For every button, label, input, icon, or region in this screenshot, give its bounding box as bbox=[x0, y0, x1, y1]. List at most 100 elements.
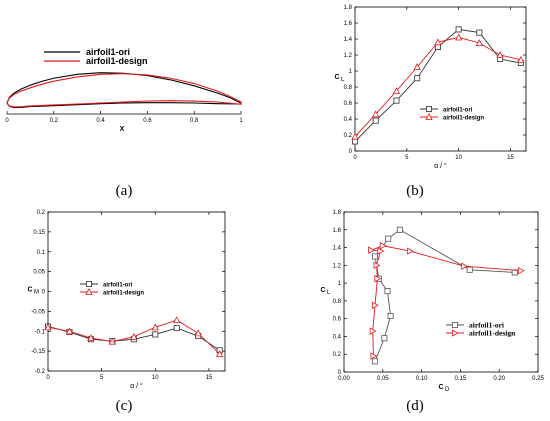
x-tick-label: 10 bbox=[152, 375, 159, 381]
panel-label-c: (c) bbox=[116, 398, 133, 414]
y-tick-label: 1.2 bbox=[333, 263, 342, 269]
legend-label: airfoil1-ori bbox=[103, 283, 133, 289]
y-axis-label-subscript: L bbox=[341, 77, 345, 83]
data-point bbox=[369, 327, 377, 335]
data-point bbox=[215, 350, 224, 357]
data-point bbox=[87, 334, 95, 342]
data-point bbox=[381, 335, 388, 342]
data-point bbox=[368, 246, 376, 254]
y-tick-label: 1.4 bbox=[333, 246, 342, 252]
panel-a-airfoil: 0 0.2 0.4 0.6 0.8 1 Xairfoil1-oriairfoil1-desi… bbox=[5, 47, 243, 133]
y-axis-label: C bbox=[27, 287, 32, 294]
data-point bbox=[372, 301, 379, 310]
data-point bbox=[377, 247, 385, 255]
data-point bbox=[384, 288, 391, 295]
data-point bbox=[455, 26, 462, 33]
y-tick-label: 1 bbox=[338, 281, 342, 287]
x-tick-label: 0.05 bbox=[377, 376, 389, 382]
x-tick-label: 15 bbox=[507, 155, 514, 161]
x-axis-label: α / ° bbox=[434, 162, 447, 170]
data-point bbox=[372, 117, 379, 124]
y-tick-label: 1.8 bbox=[344, 5, 353, 11]
data-point bbox=[373, 261, 381, 270]
x-tick-label: 5 bbox=[100, 375, 104, 381]
data-point bbox=[385, 235, 392, 242]
panel-label-d: (d) bbox=[406, 398, 424, 414]
y-tick-label: -0.1 bbox=[35, 329, 46, 335]
data-point bbox=[414, 75, 421, 82]
x-tick-label: 0 bbox=[46, 375, 50, 381]
x-axis-label: α / ° bbox=[130, 382, 143, 390]
y-tick-label: 1.2 bbox=[344, 53, 353, 59]
data-point bbox=[476, 29, 483, 36]
series-1 bbox=[368, 242, 525, 360]
y-tick-label: 0.8 bbox=[344, 85, 353, 91]
y-tick-label: 0 bbox=[349, 149, 353, 155]
y-tick-label: 0.1 bbox=[37, 250, 46, 256]
y-axis-label: C bbox=[320, 287, 325, 294]
data-point bbox=[466, 266, 473, 273]
panel-d-chart: 0.00 0.05 0.10 0.15 0.20 0.25 0 0.2 0.4 0.6 0.8 1 1.… bbox=[320, 210, 544, 393]
x-tick-label: 0.20 bbox=[493, 376, 505, 382]
x-tick-label: 0 bbox=[5, 118, 9, 124]
data-point bbox=[496, 51, 504, 58]
data-point bbox=[475, 39, 484, 46]
legend-label: airfoil1-design bbox=[469, 329, 516, 338]
data-point bbox=[393, 97, 400, 104]
x-tick-label: 10 bbox=[455, 155, 462, 161]
data-point bbox=[392, 87, 401, 94]
y-tick-label: 0.2 bbox=[344, 133, 353, 139]
airfoil-curve-0 bbox=[6, 72, 242, 109]
data-point bbox=[461, 262, 469, 270]
x-tick-label: 0.4 bbox=[96, 118, 105, 124]
y-tick-label: 1.6 bbox=[344, 21, 353, 27]
legend-label: airfoil1-ori bbox=[469, 321, 504, 330]
y-tick-label: 0.2 bbox=[333, 352, 342, 358]
panel-c-chart: 0 5 10 15 -0.2 -0.15 -0.1 -0.05 0 0.05 0.1 0.15 0.2 α… bbox=[27, 210, 226, 390]
data-point bbox=[387, 312, 394, 319]
series-1 bbox=[44, 316, 224, 357]
series-1 bbox=[351, 33, 525, 140]
data-point bbox=[194, 329, 202, 337]
x-tick-label: 0.25 bbox=[532, 376, 544, 382]
y-tick-label: 0.8 bbox=[333, 299, 342, 305]
data-point bbox=[173, 316, 181, 324]
series-line-1 bbox=[354, 36, 521, 137]
data-point bbox=[108, 337, 117, 345]
y-tick-label: -0.2 bbox=[35, 369, 46, 375]
legend-marker bbox=[86, 280, 93, 287]
data-point bbox=[406, 247, 414, 255]
legend-label: airfoil1-ori bbox=[86, 47, 130, 57]
legend-marker bbox=[425, 106, 432, 113]
x-tick-label: 0.10 bbox=[416, 376, 428, 382]
y-tick-label: 0.4 bbox=[344, 117, 353, 123]
panel-label-b: (b) bbox=[406, 183, 424, 199]
series-line-1 bbox=[370, 245, 521, 357]
x-tick-label: 0.00 bbox=[338, 376, 350, 382]
data-point bbox=[65, 327, 74, 335]
x-tick-label: 0.8 bbox=[190, 118, 199, 124]
legend-label: airfoil1-design bbox=[103, 291, 144, 297]
panel-label-a: (a) bbox=[116, 183, 133, 199]
data-point bbox=[396, 226, 403, 233]
data-point bbox=[413, 63, 421, 70]
data-point bbox=[370, 352, 378, 360]
data-point bbox=[517, 55, 525, 63]
x-axis-label-subscript: D bbox=[445, 387, 450, 393]
data-point bbox=[454, 33, 463, 41]
data-point bbox=[434, 38, 442, 46]
y-tick-label: 0 bbox=[338, 370, 342, 376]
data-point bbox=[151, 323, 159, 331]
data-point bbox=[379, 242, 387, 250]
y-tick-label: -0.05 bbox=[31, 309, 45, 315]
data-point bbox=[517, 266, 525, 275]
plot-frame bbox=[343, 211, 539, 373]
legend-marker bbox=[451, 329, 459, 337]
data-point bbox=[372, 253, 379, 260]
data-point bbox=[130, 332, 138, 340]
plot-frame bbox=[354, 6, 527, 152]
